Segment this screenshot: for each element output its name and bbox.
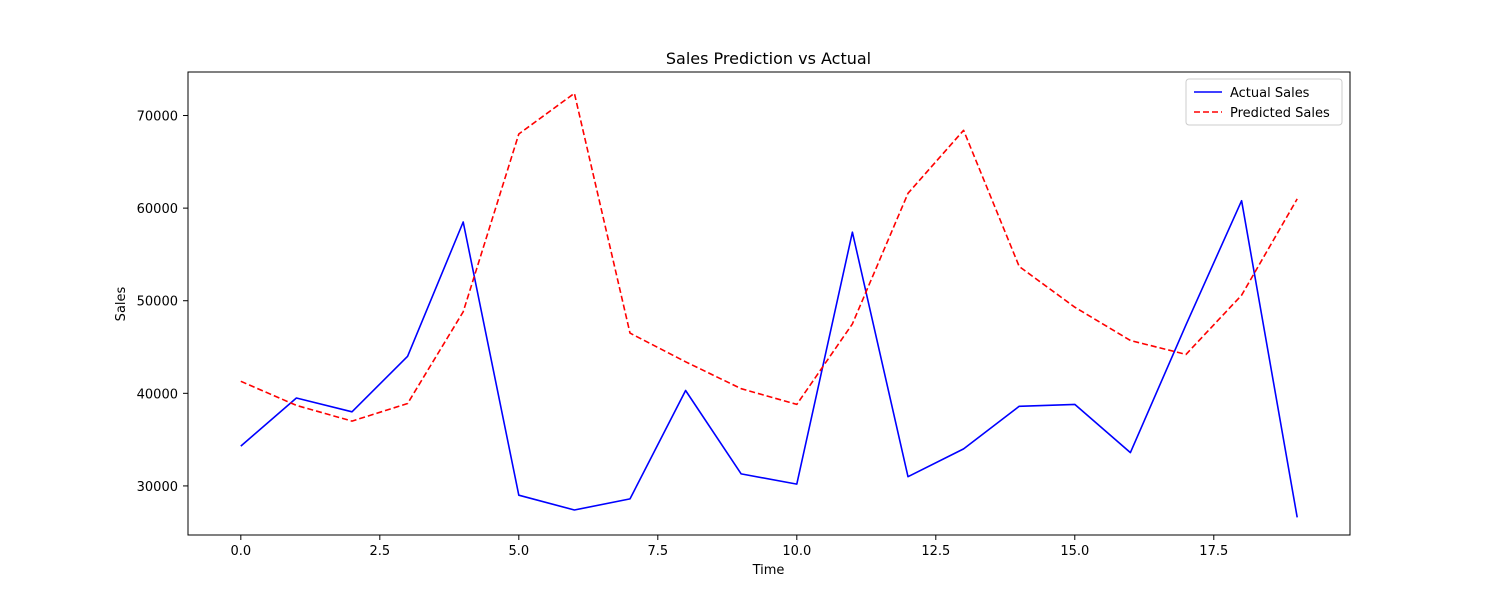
legend-label: Actual Sales bbox=[1230, 86, 1310, 101]
x-tick-label: 12.5 bbox=[921, 544, 950, 559]
legend-box bbox=[1185, 78, 1343, 126]
x-tick-label: 2.5 bbox=[369, 544, 390, 559]
x-tick-label: 17.5 bbox=[1199, 544, 1228, 559]
y-tick-label: 40000 bbox=[137, 387, 178, 402]
y-tick-label: 30000 bbox=[137, 480, 178, 495]
legend: Actual Sales Predicted Sales bbox=[1185, 78, 1343, 126]
x-tick-label: 0.0 bbox=[230, 544, 251, 559]
legend-label: Predicted Sales bbox=[1230, 106, 1330, 121]
y-tick-label: 50000 bbox=[137, 295, 178, 310]
y-tick-label: 70000 bbox=[137, 110, 178, 125]
series-line-actual-sales bbox=[240, 199, 1298, 518]
x-axis-label: Time bbox=[752, 563, 785, 578]
y-tick-label: 60000 bbox=[137, 202, 178, 217]
x-tick-label: 10.0 bbox=[782, 544, 811, 559]
plot-frame bbox=[187, 71, 1351, 536]
chart-title: Sales Prediction vs Actual bbox=[666, 49, 871, 68]
y-axis-label: Sales bbox=[114, 286, 129, 321]
x-tick-label: 5.0 bbox=[508, 544, 529, 559]
x-tick-label: 15.0 bbox=[1060, 544, 1089, 559]
x-tick-label: 7.5 bbox=[647, 544, 668, 559]
series-line-predicted-sales bbox=[240, 92, 1298, 422]
